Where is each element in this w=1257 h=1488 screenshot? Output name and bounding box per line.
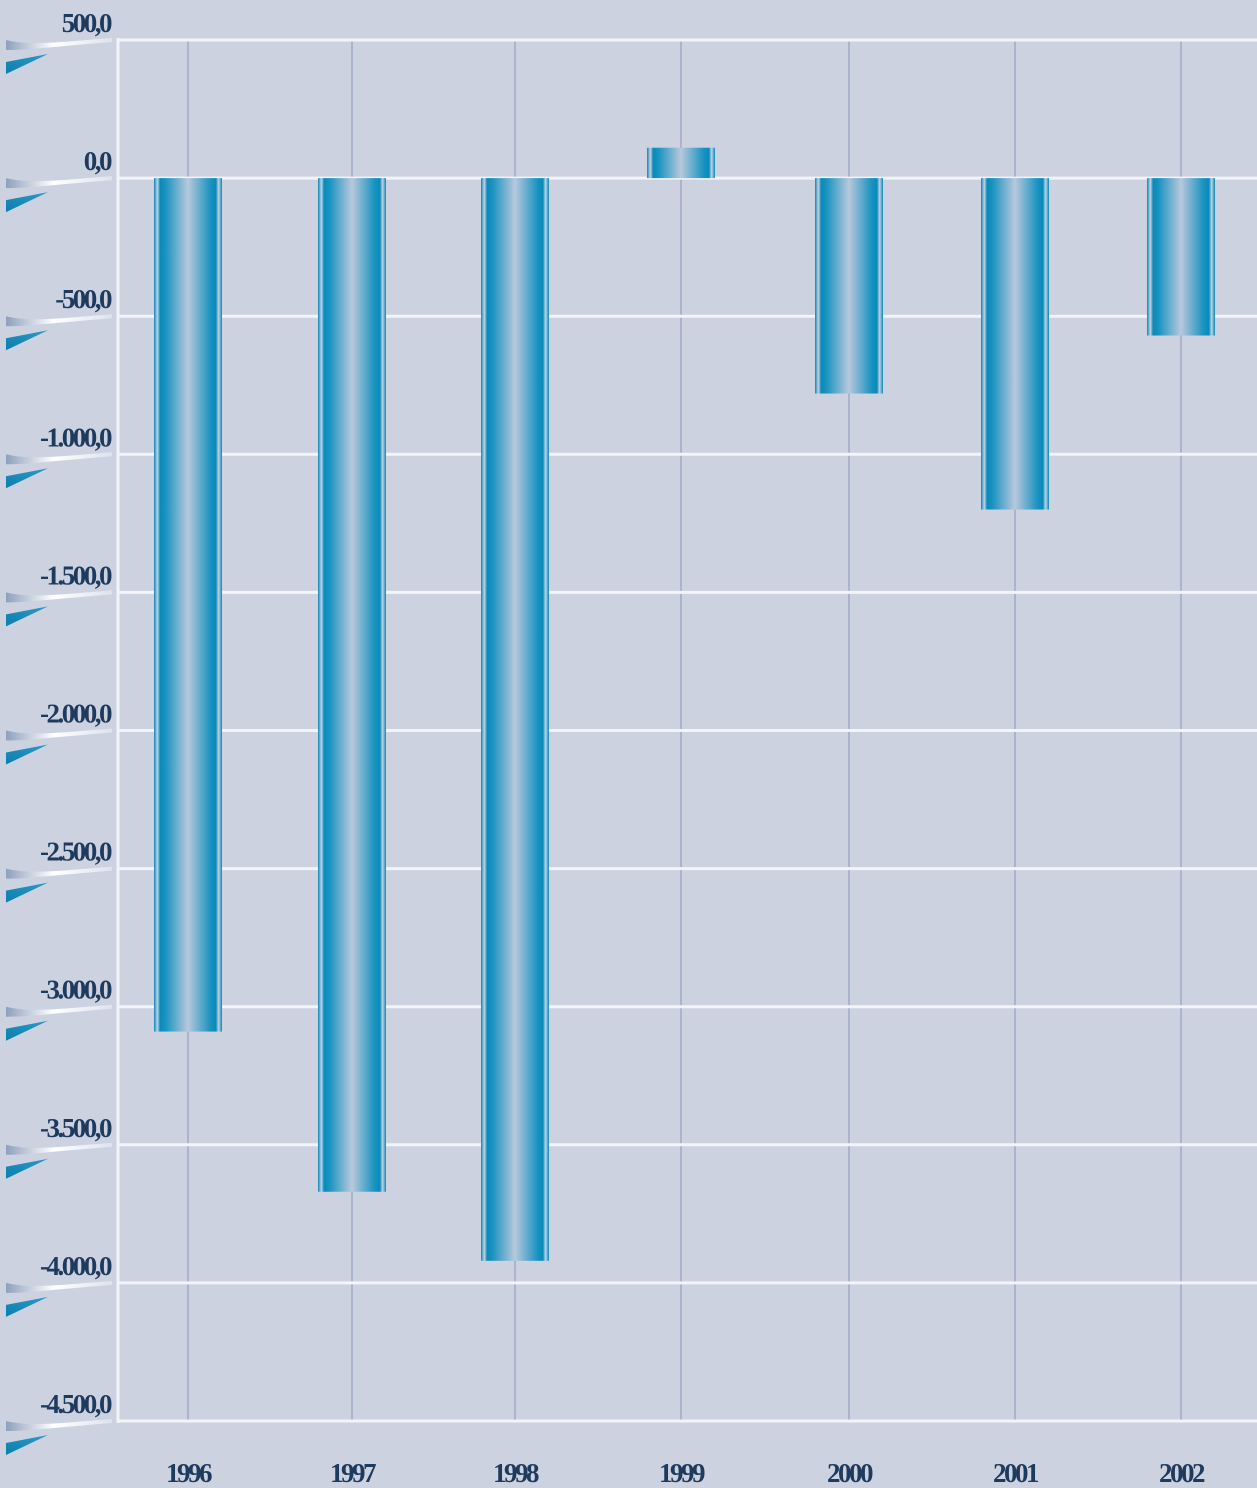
x-tick-label: 1997 — [330, 1458, 376, 1488]
y-tick-label: -3.500,0 — [40, 1113, 112, 1143]
tick-tab-shape — [6, 866, 112, 879]
y-tick-label: -1.500,0 — [40, 560, 112, 590]
tick-tab-shape — [6, 1280, 112, 1293]
horizontal-gridlines — [118, 38, 1257, 1423]
y-tick-decorations — [6, 38, 112, 1455]
tick-tab-shape — [6, 590, 112, 603]
tick-tab-shape — [6, 452, 112, 465]
y-tick-label: -2.500,0 — [40, 837, 112, 867]
tick-tab-shape — [6, 1142, 112, 1155]
tick-tab-shape — [6, 1004, 112, 1017]
y-tick-label: -500,0 — [55, 284, 112, 314]
bar-1999 — [647, 147, 715, 179]
bars — [154, 147, 1215, 1261]
tick-triangle-shape — [6, 882, 48, 903]
tick-tab-shape — [6, 1419, 112, 1431]
bar-1998 — [481, 178, 549, 1261]
x-tick-label: 1999 — [659, 1458, 705, 1488]
tick-triangle-shape — [6, 1435, 48, 1455]
y-tick-label: -3.000,0 — [40, 975, 112, 1005]
x-tick-label: 2001 — [993, 1458, 1039, 1488]
y-tick-label: 500,0 — [62, 8, 112, 38]
tick-triangle-shape — [6, 468, 48, 489]
y-tick-label: -4.500,0 — [40, 1389, 112, 1419]
bar-2002 — [1147, 178, 1215, 336]
tick-triangle-shape — [6, 192, 48, 213]
tick-tab-shape — [6, 176, 112, 189]
x-tick-label: 1996 — [166, 1458, 212, 1488]
tick-tab-shape — [6, 728, 112, 741]
bar-2000 — [815, 178, 883, 394]
x-tick-labels: 1996 1997 1998 1999 2000 2001 2002 — [166, 1458, 1208, 1488]
y-tick-label: 0,0 — [84, 146, 112, 176]
tick-triangle-shape — [6, 54, 48, 74]
tick-tab-shape — [6, 314, 112, 327]
tick-triangle-shape — [6, 330, 48, 351]
x-tick-label: 2000 — [827, 1458, 873, 1488]
bar-1996 — [154, 178, 222, 1032]
tick-tab-shape — [6, 38, 112, 50]
tick-triangle-shape — [6, 1158, 48, 1179]
tick-triangle-shape — [6, 744, 48, 765]
tick-triangle-shape — [6, 1296, 48, 1317]
y-tick-labels: 500,0 0,0 -500,0 -1.000,0 -1.500,0 -2.000,0 -2… — [40, 8, 115, 1419]
x-tick-label: 2002 — [1159, 1458, 1205, 1488]
y-tick-label: -2.000,0 — [40, 699, 112, 729]
x-tick-label: 1998 — [493, 1458, 539, 1488]
bar-1997 — [318, 178, 386, 1192]
bar-2001 — [981, 178, 1049, 510]
tick-triangle-shape — [6, 1020, 48, 1041]
y-tick-label: -1.000,0 — [40, 422, 112, 452]
y-tick-label: -4.000,0 — [40, 1251, 112, 1281]
tick-triangle-shape — [6, 606, 48, 627]
